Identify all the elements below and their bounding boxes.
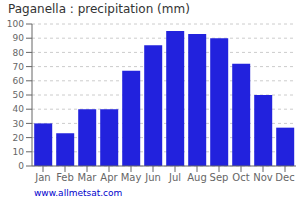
svg-text:50: 50 (13, 90, 25, 100)
svg-text:0: 0 (18, 161, 24, 171)
svg-text:May: May (121, 172, 142, 183)
svg-text:Feb: Feb (56, 172, 74, 183)
svg-text:Dec: Dec (275, 172, 294, 183)
svg-text:Aug: Aug (187, 172, 207, 183)
svg-text:10: 10 (13, 147, 25, 157)
svg-text:Nov: Nov (253, 172, 273, 183)
svg-text:Mar: Mar (78, 172, 98, 183)
svg-text:30: 30 (13, 119, 25, 129)
svg-text:40: 40 (13, 104, 25, 114)
svg-text:70: 70 (13, 62, 25, 72)
html-text:www.allmetsat.com: www.allmetsat.com (34, 188, 123, 198)
svg-text:Jul: Jul (168, 172, 181, 183)
svg-text:80: 80 (13, 48, 25, 58)
svg-text:Jan: Jan (34, 172, 50, 183)
svg-text:Sep: Sep (210, 172, 229, 183)
svg-text:Apr: Apr (100, 172, 118, 183)
svg-text:90: 90 (13, 33, 25, 43)
svg-text:Oct: Oct (232, 172, 249, 183)
svg-text:20: 20 (13, 133, 25, 143)
svg-text:100: 100 (8, 19, 24, 29)
svg-text:60: 60 (13, 76, 25, 86)
html-text:Paganella : precipitation (mm): Paganella : precipitation (mm) (8, 2, 190, 16)
svg-text:Jun: Jun (144, 172, 161, 183)
